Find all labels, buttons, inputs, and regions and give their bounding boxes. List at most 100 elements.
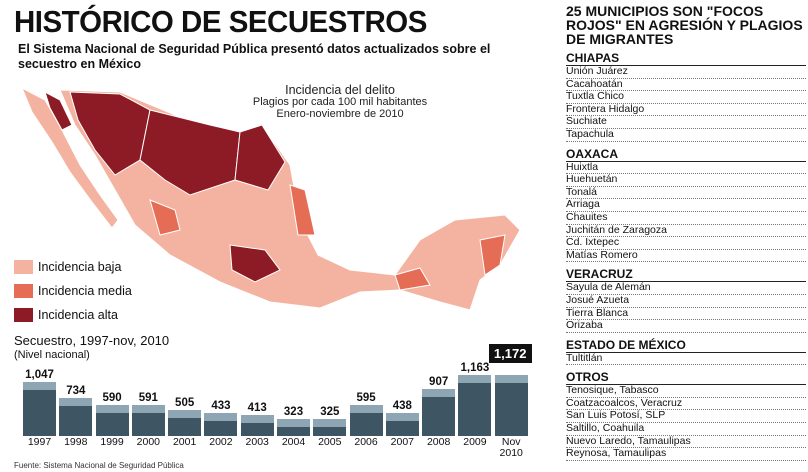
value-label: 325: [320, 406, 340, 419]
group-name: CHIAPAS: [566, 52, 806, 66]
x-tick-label: 2007: [390, 436, 415, 448]
bar-slot: 505: [167, 360, 202, 436]
bar: [494, 375, 528, 436]
group-item: Tapachula: [566, 128, 806, 142]
bar-area: 1,047 734 590 591 505 433 413 323 325 595 438 907 1,…: [22, 344, 532, 436]
group-item: Tultitlán: [566, 352, 806, 366]
state: [394, 267, 431, 291]
map-title: Incidencia del delito: [285, 83, 395, 97]
legend-label: Incidencia alta: [38, 308, 118, 322]
x-tick-label: 2009: [463, 436, 487, 448]
title: HISTÓRICO DE SECUESTROS: [14, 4, 427, 39]
bar: [131, 405, 165, 436]
group-item: Orizaba: [566, 319, 806, 333]
bar: [95, 405, 129, 436]
bar-slot: 433: [203, 360, 238, 436]
bar-slot: 1,047: [22, 360, 57, 436]
x-tick-label: 2003: [245, 436, 269, 448]
group: ESTADO DE MÉXICO Tultitlán: [566, 338, 806, 366]
value-label: 590: [102, 392, 122, 405]
x-tick-label: Nov 2010: [499, 436, 523, 459]
source: Fuente: Sistema Nacional de Seguridad Pú…: [14, 461, 184, 470]
state: [289, 184, 316, 236]
group-item: Matías Romero: [566, 249, 806, 263]
bar: [422, 388, 456, 436]
group-item: Arriaga: [566, 199, 806, 212]
bar-slot: 438: [385, 360, 420, 436]
state: [139, 109, 241, 196]
value-label: 1,047: [25, 368, 54, 381]
group-item: Reynosa, Tamaulipas: [566, 448, 806, 461]
legend-item: Incidencia media: [14, 279, 132, 303]
group-item: Chauites: [566, 211, 806, 225]
group-item: Tonalá: [566, 186, 806, 200]
x-tick-label: 1999: [100, 436, 124, 448]
x-tick-label: 2005: [318, 436, 342, 448]
value-label: 438: [392, 400, 412, 413]
bar-slot: 1,172: [488, 344, 532, 436]
group-item: Huixtla: [566, 161, 806, 175]
state: [69, 91, 151, 176]
bar-slot: 590: [95, 360, 130, 436]
state: [229, 244, 281, 283]
legend-swatch: [14, 308, 33, 322]
group-item: Huehuetán: [566, 174, 806, 187]
subtitle: El Sistema Nacional de Seguridad Pública…: [18, 42, 491, 71]
bar: [204, 413, 238, 436]
group: OTROS Tenosique, Tabasco Coatzacoalcos, Ve…: [566, 371, 806, 461]
group-name: OTROS: [566, 371, 806, 386]
legend-label: Incidencia baja: [38, 260, 122, 274]
value-label: 1,163: [460, 362, 490, 375]
legend-item: Incidencia alta: [14, 303, 132, 327]
bar: [168, 409, 202, 436]
value-label: 433: [211, 400, 231, 413]
group-item: Suchiate: [566, 116, 806, 129]
sidebar-title: 25 MUNICIPIOS SON "FOCOS ROJOS" EN AGRES…: [566, 3, 803, 47]
group-item: Unión Juárez: [566, 65, 806, 79]
bar-slot: 734: [58, 360, 93, 436]
x-tick-label: 2002: [209, 436, 233, 448]
group-item: Frontera Hidalgo: [566, 103, 806, 117]
bar-slot: 323: [276, 360, 311, 436]
group-item: San Luis Potosí, SLP: [566, 410, 806, 424]
chart-subtitle: (Nivel nacional): [14, 349, 90, 361]
legend-label: Incidencia media: [38, 284, 132, 298]
group-item: Nuevo Laredo, Tamaulipas: [566, 435, 806, 449]
group-name: ESTADO DE MÉXICO: [566, 338, 806, 353]
legend: Incidencia baja Incidencia media Incidenci…: [14, 255, 132, 327]
map-period: Enero-noviembre de 2010: [276, 108, 404, 120]
x-tick-label: 2008: [426, 436, 451, 448]
value-label: 591: [138, 392, 158, 405]
x-axis: 1997 1998 1999 2000 2001 2002 2003 2004 2005 2006…: [22, 437, 530, 461]
value-label: 734: [66, 384, 86, 397]
group-item: Sayula de Alemán: [566, 282, 806, 295]
map-shapes: [21, 86, 521, 311]
bar: [277, 419, 310, 436]
bar: [458, 375, 492, 436]
bar: [349, 405, 383, 436]
group-name: VERACRUZ: [566, 268, 806, 283]
bar-slot: 591: [131, 360, 166, 436]
state: [149, 199, 181, 236]
value-label: 907: [429, 375, 449, 388]
bar-slot: 595: [349, 360, 384, 436]
value-label: 1,172: [488, 344, 532, 363]
group-item: Juchitán de Zaragoza: [566, 224, 806, 238]
group: VERACRUZ Sayula de Alemán Josué Azueta Tier…: [566, 268, 806, 333]
x-tick-label: 2000: [136, 436, 161, 448]
x-tick-label: 1998: [64, 436, 88, 448]
legend-item: Incidencia baja: [14, 255, 132, 279]
group: CHIAPAS Unión Juárez Cacahoatán Tuxtla Chic…: [566, 52, 806, 142]
state: [234, 124, 286, 191]
group-item: Tuxtla Chico: [566, 91, 806, 104]
bar: [59, 397, 93, 436]
value-label: 323: [283, 406, 304, 419]
bar: [385, 413, 419, 436]
group-item: Josué Azueta: [566, 294, 806, 308]
value-label: 413: [247, 401, 267, 414]
state: [44, 90, 73, 131]
legend-swatch: [14, 260, 33, 274]
group: OAXACA Huixtla Huehuetán Tonalá Arriaga Chaui…: [566, 147, 806, 263]
group-item: Cd. Ixtepec: [566, 237, 806, 250]
